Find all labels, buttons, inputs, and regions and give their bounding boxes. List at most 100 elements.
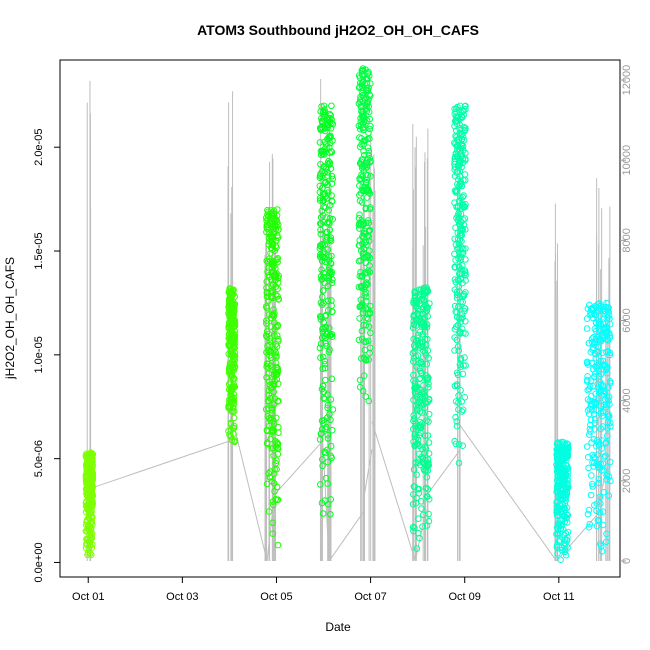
data-point	[423, 372, 430, 379]
altitude-line	[229, 410, 268, 562]
data-point	[319, 150, 327, 158]
data-point	[271, 395, 279, 402]
data-point	[227, 319, 234, 327]
data-point	[316, 253, 324, 261]
data-point	[274, 254, 282, 262]
data-point	[584, 386, 592, 394]
data-point	[268, 404, 276, 412]
data-point	[231, 322, 239, 330]
data-point	[321, 254, 328, 262]
data-point	[317, 170, 324, 177]
data-point	[316, 242, 324, 249]
data-point	[324, 220, 331, 227]
data-point	[589, 451, 596, 459]
data-point	[553, 543, 561, 551]
altitude-line	[363, 449, 373, 500]
data-point	[455, 240, 463, 248]
data-point	[457, 355, 465, 362]
data-point	[317, 226, 324, 234]
data-point	[230, 414, 238, 422]
data-point	[562, 551, 570, 559]
data-point	[454, 321, 462, 329]
data-point	[327, 511, 334, 518]
x-tick-label: Oct 11	[543, 591, 575, 603]
data-point	[425, 450, 433, 457]
data-point	[274, 380, 282, 388]
data-point	[263, 320, 270, 327]
data-point	[606, 330, 613, 337]
data-point	[597, 542, 605, 550]
data-point	[416, 315, 424, 323]
data-point	[604, 384, 612, 391]
data-point	[597, 425, 605, 433]
data-point	[88, 452, 96, 460]
data-point	[226, 431, 233, 439]
data-point	[409, 500, 417, 508]
data-point	[423, 286, 431, 294]
data-point	[412, 390, 420, 398]
data-point	[367, 302, 374, 310]
data-point	[458, 266, 465, 273]
data-point	[563, 536, 571, 544]
data-point	[318, 207, 326, 215]
data-point	[564, 482, 571, 489]
data-point	[321, 395, 328, 403]
data-point	[273, 212, 281, 219]
data-point	[328, 172, 336, 180]
data-point	[317, 230, 325, 238]
data-point	[267, 232, 274, 240]
data-point	[418, 399, 425, 407]
data-point	[225, 403, 233, 410]
data-point	[451, 347, 458, 354]
data-point	[452, 140, 459, 148]
data-point	[455, 303, 462, 310]
data-point	[325, 348, 333, 356]
data-point	[411, 524, 418, 532]
x-axis-label: Date	[325, 620, 351, 634]
data-point	[321, 179, 329, 187]
data-point	[599, 521, 607, 529]
data-point	[419, 445, 426, 453]
data-point	[318, 266, 325, 274]
data-point	[364, 75, 371, 82]
data-point	[269, 269, 277, 276]
altitude-line	[458, 423, 557, 562]
data-point	[563, 514, 570, 522]
data-point	[324, 246, 332, 253]
data-point	[416, 375, 423, 383]
data-point	[459, 370, 467, 378]
data-point	[322, 311, 330, 319]
y2-tick-label: 4000	[621, 388, 633, 412]
data-point	[275, 295, 283, 303]
data-point	[411, 289, 419, 297]
data-point	[592, 442, 600, 450]
data-point	[226, 311, 233, 318]
data-point	[263, 374, 270, 381]
data-point	[555, 482, 563, 489]
data-point	[588, 439, 595, 446]
data-point	[322, 376, 329, 384]
data-point	[557, 517, 565, 525]
y-tick-label: 1.5e-05	[33, 232, 45, 269]
data-point	[585, 523, 593, 531]
data-point	[366, 155, 374, 162]
data-point	[319, 462, 326, 470]
data-point	[587, 421, 594, 429]
data-point	[416, 422, 424, 429]
data-point	[366, 310, 374, 318]
data-point	[269, 530, 277, 538]
data-point	[409, 523, 417, 531]
data-point	[263, 480, 271, 488]
data-point	[602, 403, 610, 411]
data-point	[410, 415, 418, 423]
data-point	[270, 480, 278, 487]
data-point	[588, 359, 596, 367]
data-point	[318, 117, 326, 125]
data-point	[322, 258, 329, 266]
data-point	[415, 515, 422, 523]
data-point	[564, 444, 572, 451]
data-point	[410, 377, 417, 385]
data-point	[458, 408, 466, 415]
data-point	[453, 313, 461, 321]
